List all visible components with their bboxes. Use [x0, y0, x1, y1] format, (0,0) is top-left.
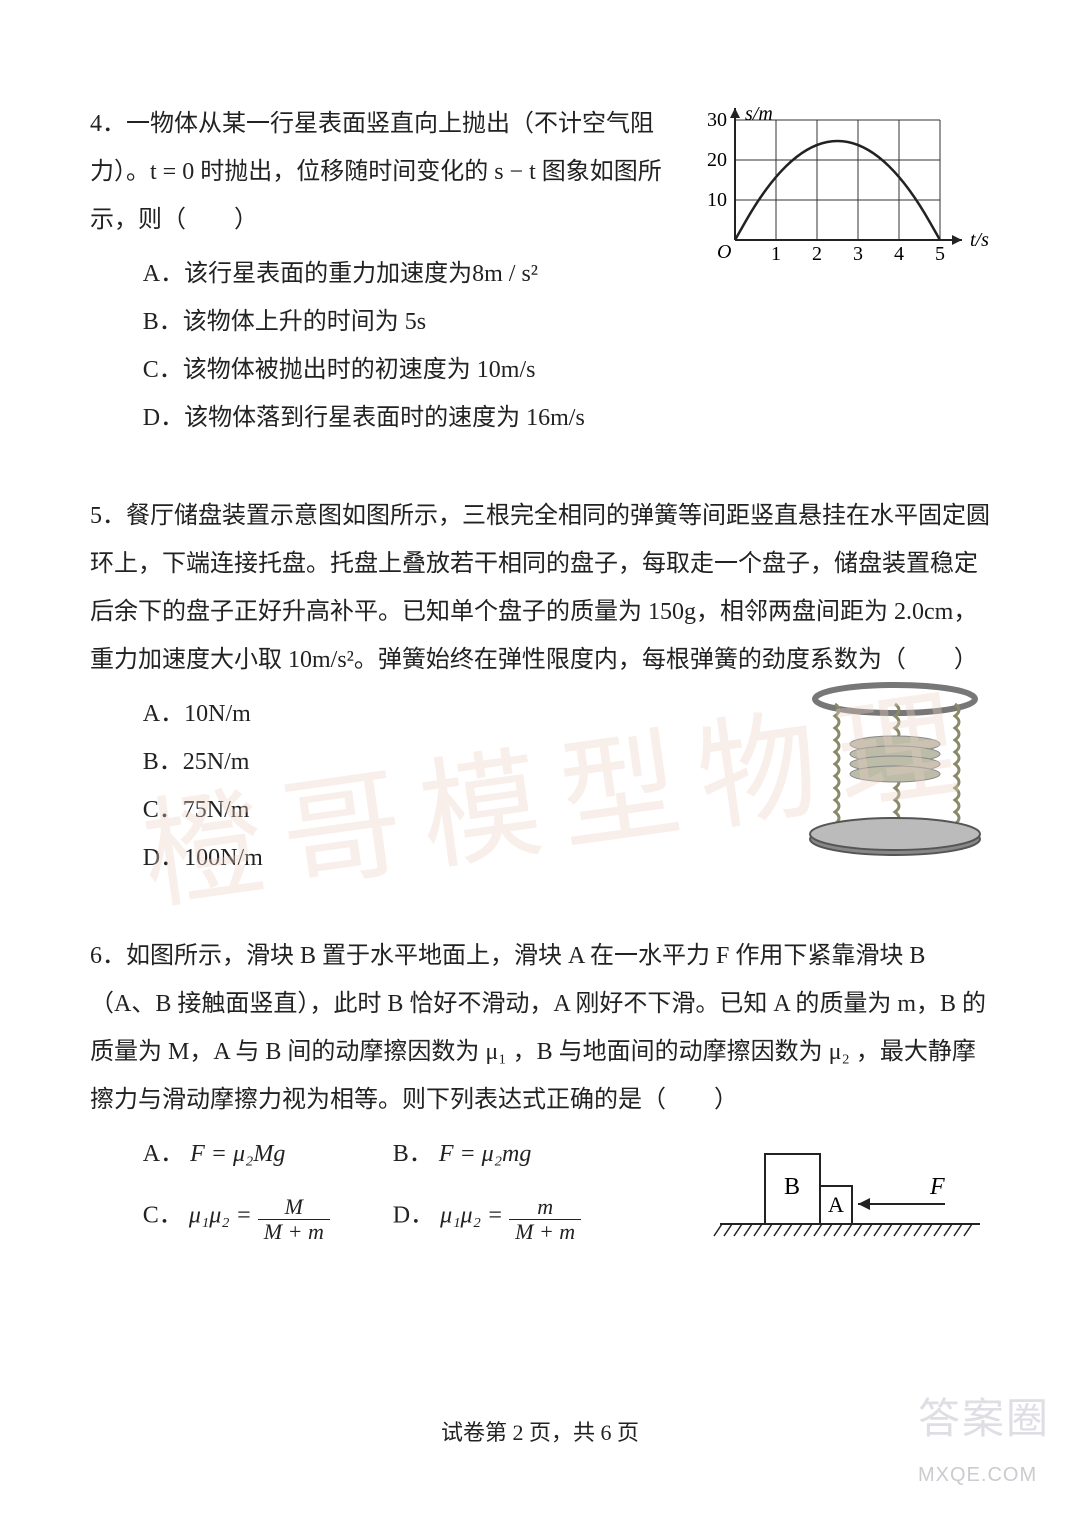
q6-stem-text: 如图所示，滑块 B 置于水平地面上，滑块 A 在一水平力 F 作用下紧靠滑块 B… [90, 943, 986, 1113]
q5-stem-text: 餐厅储盘装置示意图如图所示，三根完全相同的弹簧等间距竖直悬挂在水平固定圆环上，下… [90, 503, 990, 673]
q6-option-b-label: B． [393, 1141, 433, 1167]
svg-text:5: 5 [935, 243, 945, 265]
q5-figure [800, 674, 990, 881]
question-6: 6．如图所示，滑块 B 置于水平地面上，滑块 A 在一水平力 F 作用下紧靠滑块… [90, 932, 990, 1281]
q6-option-a: A． F = μ₂Mg [143, 1130, 393, 1178]
q6-option-d-den: M + m [509, 1220, 581, 1244]
question-5: 5．餐厅储盘装置示意图如图所示，三根完全相同的弹簧等间距竖直悬挂在水平固定圆环上… [90, 492, 990, 882]
q6-option-c-num: M [258, 1195, 330, 1220]
svg-text:3: 3 [853, 243, 863, 265]
q6-option-c-den: M + m [258, 1220, 330, 1244]
q6-option-a-label: A． [143, 1141, 184, 1167]
q6-option-b: B． F = μ₂mg [393, 1130, 643, 1178]
q6-figure-svg: BAF [710, 1124, 990, 1264]
svg-text:O: O [717, 241, 731, 263]
svg-text:2: 2 [812, 243, 822, 265]
question-4: 1 2 3 4 5 10 20 30 Ot/s s/m 4．一物体从某一行星表面竖直向上抛出（不计… [90, 100, 990, 442]
svg-text:20: 20 [707, 149, 727, 171]
q6-option-c: C． μ₁μ₂ = M M + m [143, 1190, 393, 1244]
svg-text:4: 4 [894, 243, 904, 265]
q6-option-d-eq: μ₁μ₂ = [440, 1203, 503, 1229]
svg-text:A: A [828, 1192, 844, 1217]
q4-chart-svg: 1 2 3 4 5 10 20 30 Ot/s s/m [690, 100, 990, 270]
q4-stem-text: 一物体从某一行星表面竖直向上抛出（不计空气阻力）。t = 0 时抛出，位移随时间… [90, 111, 662, 233]
page-footer: 试卷第 2 页，共 6 页 [0, 1411, 1080, 1455]
svg-text:30: 30 [707, 109, 727, 131]
q4-option-c: C．该物体被抛出时的初速度为 10m/s [143, 346, 990, 394]
q6-option-d: D． μ₁μ₂ = m M + m [393, 1190, 643, 1244]
q4-option-d: D．该物体落到行星表面时的速度为 16m/s [143, 394, 990, 442]
svg-text:t/s: t/s [970, 229, 989, 251]
svg-text:1: 1 [771, 243, 781, 265]
q6-figure: BAF [710, 1124, 990, 1281]
svg-text:10: 10 [707, 189, 727, 211]
q6-number: 6． [90, 943, 126, 969]
q4-number: 4． [90, 111, 126, 137]
q5-stem: 5．餐厅储盘装置示意图如图所示，三根完全相同的弹簧等间距竖直悬挂在水平固定圆环上… [90, 492, 990, 684]
watermark-corner-sub: MXQE.COM [918, 1455, 1050, 1495]
q4-option-b: B．该物体上升的时间为 5s [143, 298, 990, 346]
svg-text:F: F [929, 1174, 945, 1200]
q6-option-b-expr: F = μ₂mg [439, 1141, 532, 1167]
q6-option-c-eq: μ₁μ₂ = [189, 1203, 252, 1229]
q6-option-d-num: m [509, 1195, 581, 1220]
q6-stem: 6．如图所示，滑块 B 置于水平地面上，滑块 A 在一水平力 F 作用下紧靠滑块… [90, 932, 990, 1124]
q6-option-d-label: D． [393, 1203, 434, 1229]
q6-option-c-label: C． [143, 1203, 183, 1229]
q4-chart: 1 2 3 4 5 10 20 30 Ot/s s/m [690, 100, 990, 287]
q5-figure-svg [800, 674, 990, 864]
svg-text:B: B [784, 1174, 800, 1200]
q6-option-a-expr: F = μ₂Mg [190, 1141, 285, 1167]
q5-number: 5． [90, 503, 126, 529]
svg-text:s/m: s/m [745, 103, 773, 125]
